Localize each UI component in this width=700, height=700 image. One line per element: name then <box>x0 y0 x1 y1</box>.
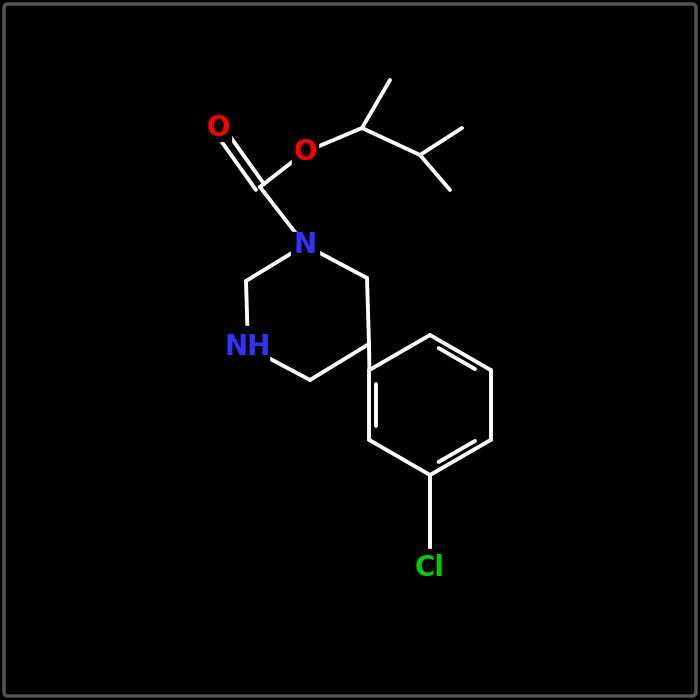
Bar <box>292 139 318 165</box>
Text: NH: NH <box>225 333 271 361</box>
Bar <box>227 326 269 368</box>
Text: N: N <box>293 231 316 259</box>
Bar <box>291 232 319 258</box>
Bar <box>205 115 231 141</box>
Text: Cl: Cl <box>415 554 445 582</box>
Text: O: O <box>206 114 230 142</box>
Text: O: O <box>293 138 316 166</box>
Bar <box>410 549 450 579</box>
